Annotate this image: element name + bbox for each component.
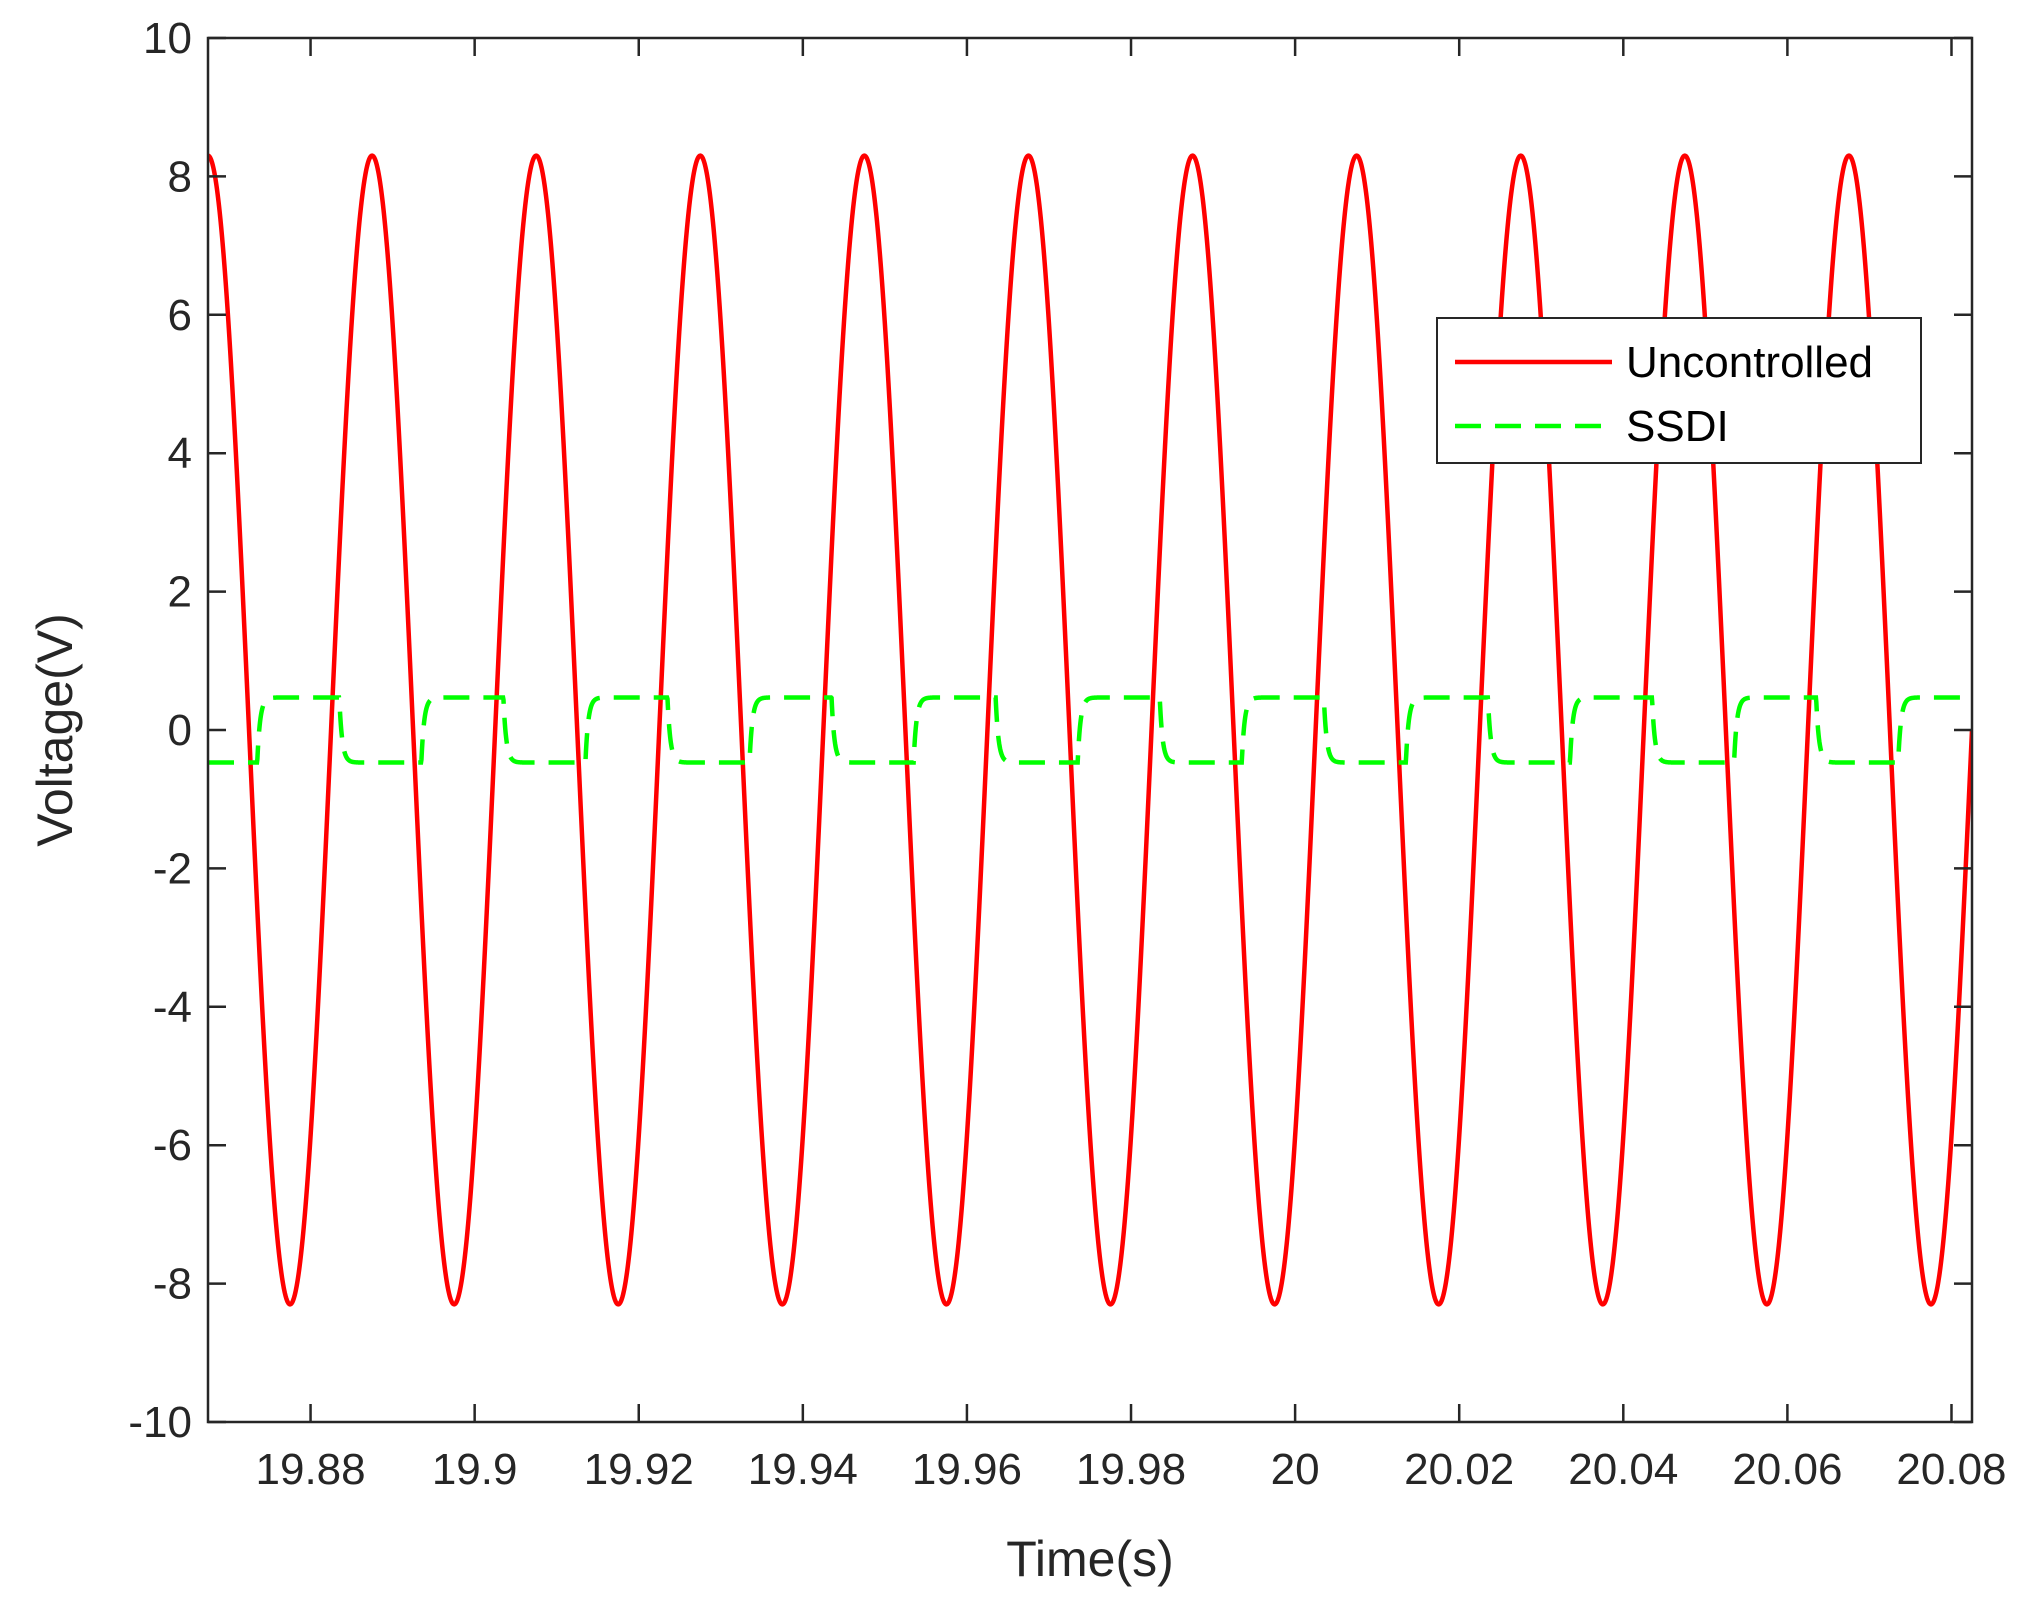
y-tick-label: -10: [128, 1398, 192, 1447]
x-tick-labels: 19.88 19.9 19.92 19.94 19.96 19.98 20 20.02 20.0…: [256, 1445, 2007, 1494]
y-tick-label: 0: [168, 706, 192, 755]
x-tick-label: 20.02: [1404, 1445, 1514, 1494]
x-tick-label: 19.96: [912, 1445, 1022, 1494]
x-tick-label: 19.92: [584, 1445, 694, 1494]
tick-marks: [208, 36, 1972, 1424]
legend-label-uncontrolled: Uncontrolled: [1626, 338, 1873, 387]
x-axis-title: Time(s): [1006, 1531, 1174, 1587]
y-tick-label: 2: [168, 568, 192, 617]
series-layer: [208, 153, 1972, 1307]
plot-area: [208, 38, 1972, 1422]
series-uncontrolled-line: [208, 153, 1972, 1307]
x-tick-label: 20.08: [1896, 1445, 2006, 1494]
y-tick-labels: -10 -8 -6 -4 -2 0 2 4 6 8 10: [128, 14, 192, 1447]
y-axis-title: Voltage(V): [27, 613, 83, 846]
x-tick-label: 20.06: [1732, 1445, 1842, 1494]
x-tick-label: 20.04: [1568, 1445, 1678, 1494]
legend-label-ssdi: SSDI: [1626, 402, 1729, 451]
y-tick-label: 6: [168, 291, 192, 340]
legend-box: [1436, 317, 1922, 464]
y-tick-label: 10: [143, 14, 192, 63]
x-tick-label: 19.88: [256, 1445, 366, 1494]
y-tick-label: -6: [153, 1121, 192, 1170]
y-tick-label: -2: [153, 844, 192, 893]
x-tick-label: 19.94: [748, 1445, 858, 1494]
x-tick-label: 19.98: [1076, 1445, 1186, 1494]
series-ssdi-line: [208, 695, 1972, 765]
y-tick-label: -4: [153, 983, 192, 1032]
legend: Uncontrolled SSDI: [1436, 317, 1922, 464]
x-tick-label: 19.9: [432, 1445, 518, 1494]
y-tick-label: 4: [168, 429, 192, 478]
x-tick-label: 20: [1271, 1445, 1320, 1494]
y-tick-label: 8: [168, 152, 192, 201]
y-tick-label: -8: [153, 1260, 192, 1309]
